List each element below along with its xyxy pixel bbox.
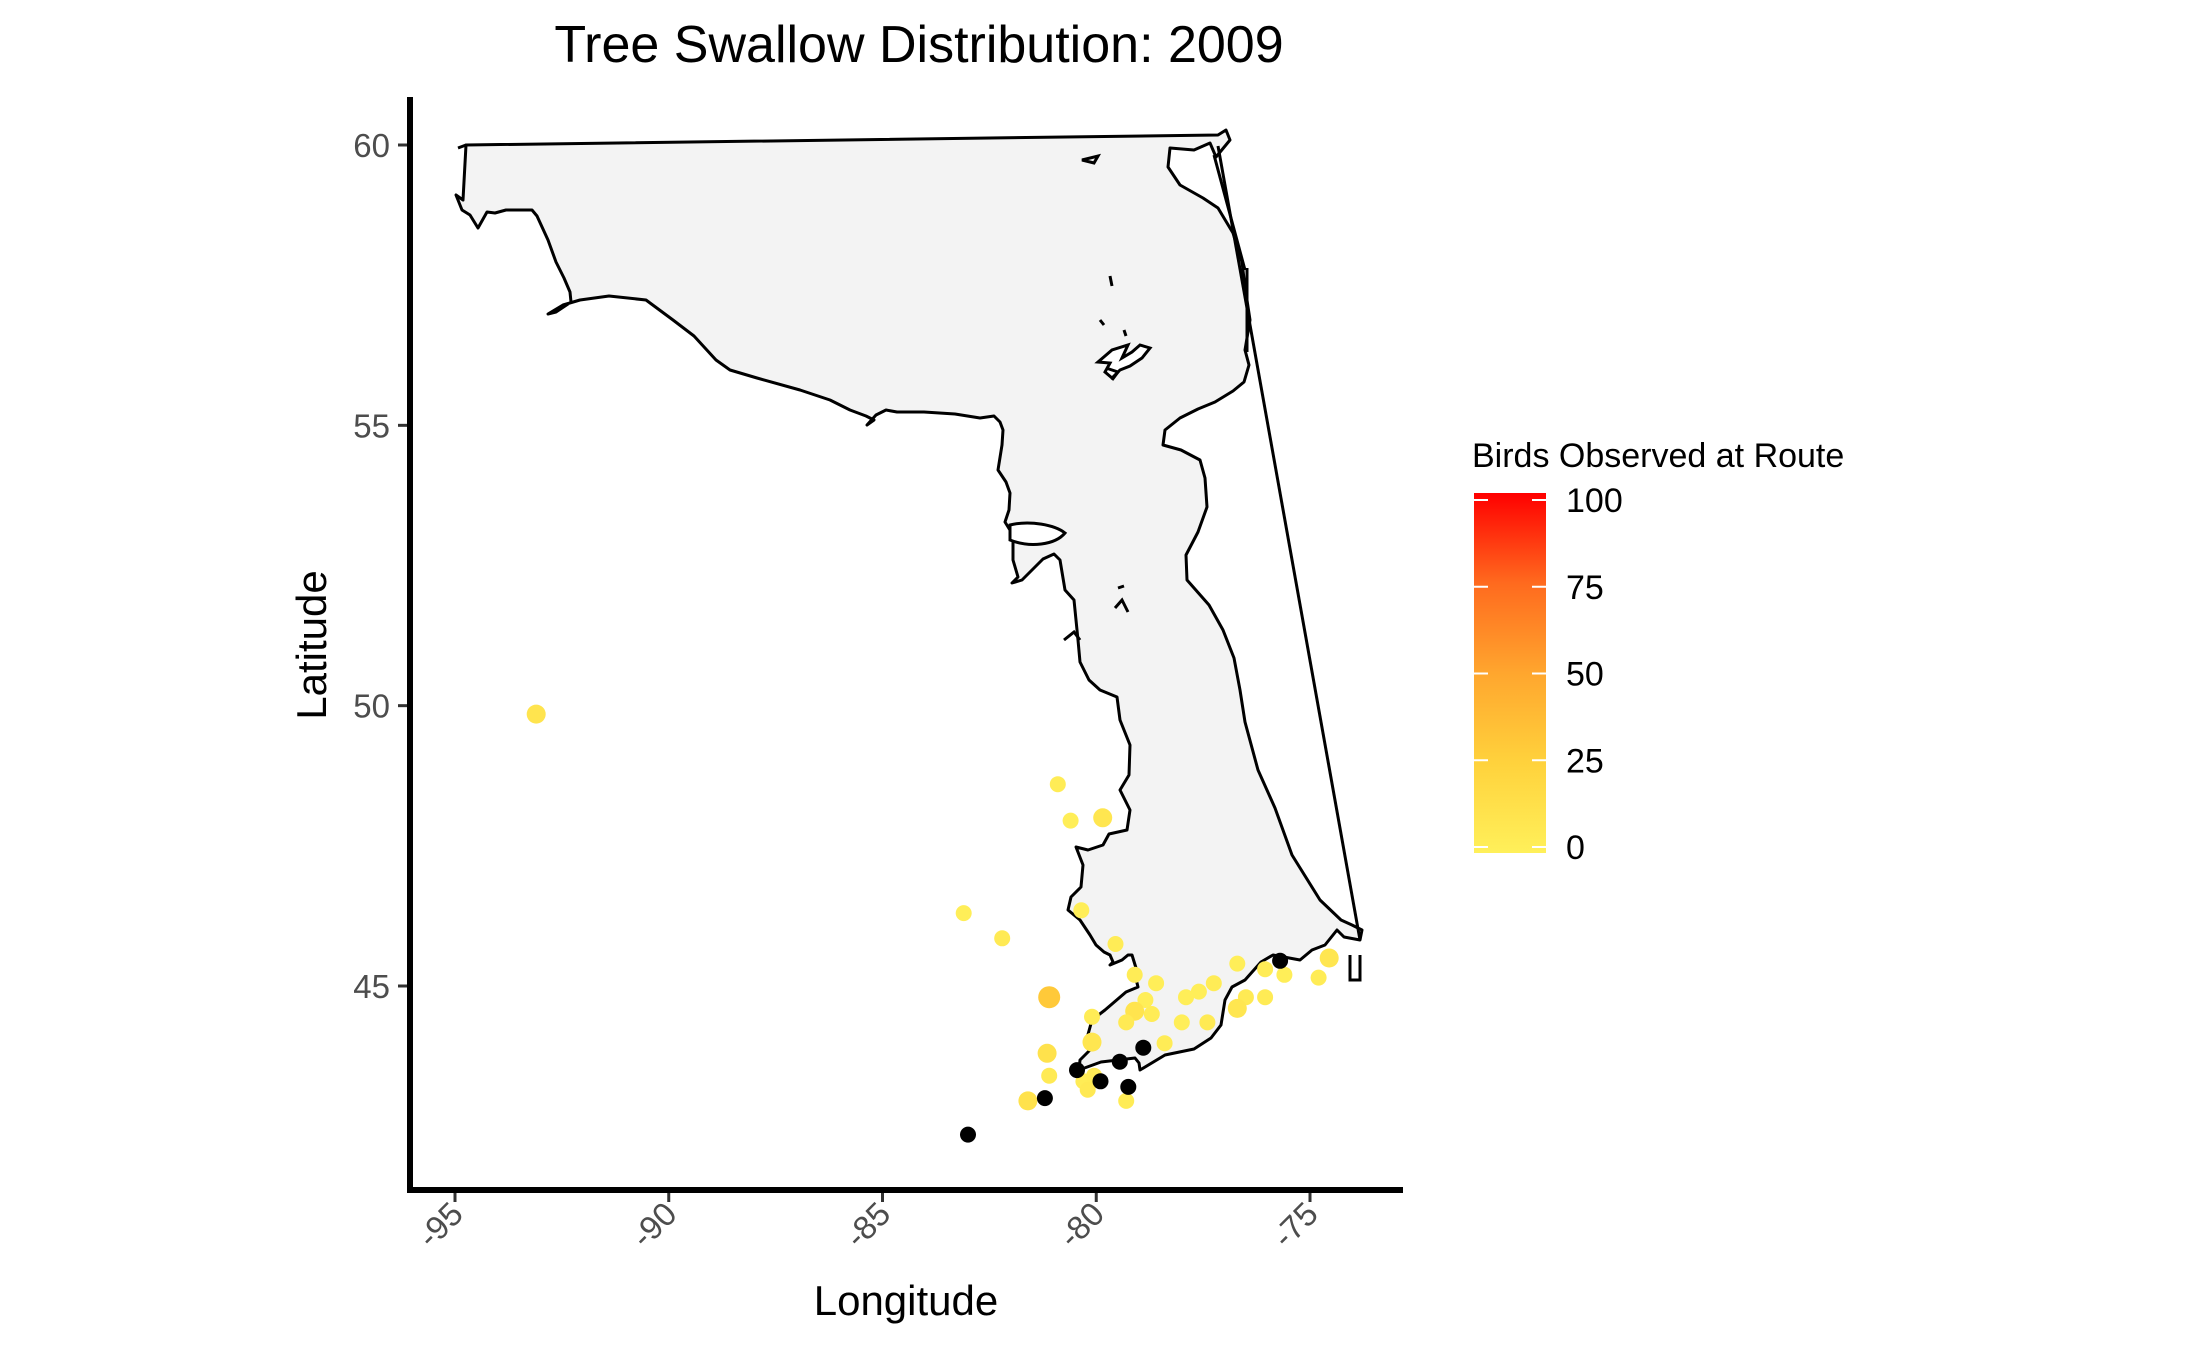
legend-tick-label: 100 [1566,482,1623,520]
route-point-no-data [1272,952,1289,969]
route-point [1178,989,1194,1006]
y-tick-label: 45 [353,968,390,1005]
route-point [1084,1008,1100,1025]
y-tick-label: 60 [353,127,390,164]
route-point [1156,1035,1173,1052]
route-point [1227,998,1247,1018]
route-point [526,704,546,724]
route-point [1148,975,1165,992]
legend-ticks: 100 75 50 25 0 [1474,482,1623,867]
route-point [1079,1081,1096,1098]
route-point [1038,986,1061,1009]
legend-tick-label: 50 [1566,656,1604,694]
route-point-no-data [1135,1039,1152,1056]
route-point [1041,1067,1058,1084]
route-point [1049,776,1066,793]
route-point [1205,975,1222,992]
y-axis-title: Latitude [288,570,335,719]
chart-title: Tree Swallow Distribution: 2009 [554,16,1283,74]
x-tick-label: -85 [838,1195,898,1255]
x-tick-label: -75 [1265,1195,1325,1255]
route-point [1118,1014,1135,1031]
route-point [955,905,972,922]
x-axis-title: Longitude [814,1277,999,1324]
route-point [1137,992,1154,1008]
route-point-no-data [1036,1090,1053,1107]
route-point [1190,983,1207,1000]
y-tick-label: 50 [353,688,390,725]
legend-tick-label: 0 [1566,829,1585,867]
route-point [1118,1092,1135,1109]
route-point-no-data [1092,1073,1109,1090]
route-point-no-data [1069,1062,1085,1079]
route-points [526,704,1339,1143]
route-point [1073,902,1090,919]
route-point [1199,1014,1216,1031]
route-point [1173,1014,1190,1031]
route-point [1229,955,1246,972]
legend: Birds Observed at Route 100 75 50 25 0 [1472,437,1844,867]
x-tick-label: -80 [1051,1195,1111,1255]
route-point [1018,1091,1038,1111]
x-tick-label: -90 [624,1195,684,1255]
axes [407,97,1403,1193]
route-point [1143,1006,1160,1022]
legend-title: Birds Observed at Route [1472,437,1844,475]
route-point [1310,969,1327,986]
legend-tick-label: 75 [1566,569,1604,607]
route-point [1319,948,1339,968]
y-ticks: 45 50 55 60 [353,127,407,1005]
x-ticks: -95 -90 -85 -80 -75 [410,1193,1325,1255]
route-point-no-data [960,1126,976,1143]
route-point [1093,808,1113,828]
route-point-no-data [1120,1078,1137,1095]
route-point [1257,989,1274,1006]
route-point [1126,966,1143,983]
x-tick-label: -95 [410,1195,470,1255]
route-point [1037,1043,1057,1063]
route-point [1082,1032,1102,1052]
ontario-map [454,128,1364,1072]
route-point [1107,936,1124,952]
route-point [994,930,1011,947]
legend-tick-label: 25 [1566,742,1604,780]
y-tick-label: 55 [353,407,390,444]
route-point [1257,961,1274,978]
route-point [1276,966,1293,983]
route-point-no-data [1111,1053,1128,1070]
route-point [1062,812,1079,829]
province-outline [454,128,1364,1072]
